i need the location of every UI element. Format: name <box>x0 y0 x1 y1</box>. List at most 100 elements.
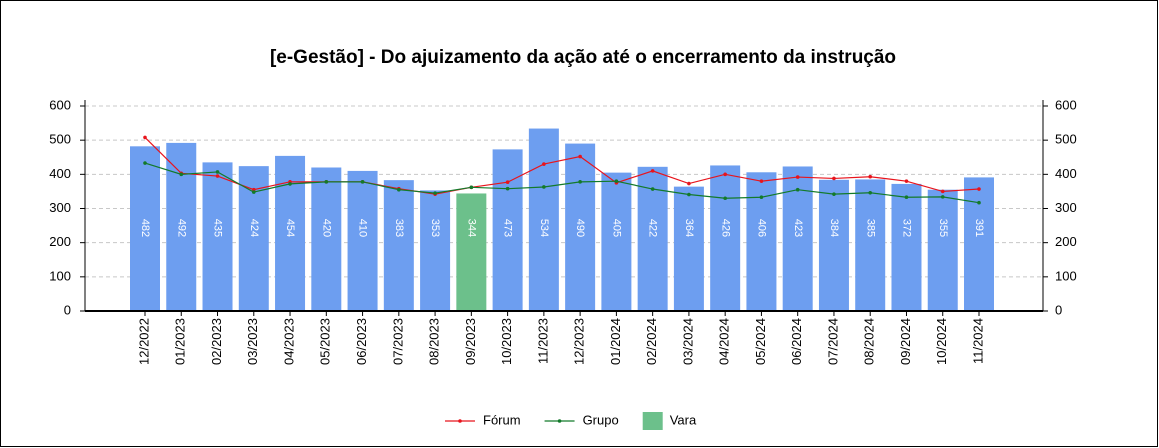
bar <box>383 180 414 311</box>
x-tick-label: 09/2024 <box>898 318 913 365</box>
point <box>687 181 691 186</box>
point <box>542 162 546 166</box>
point <box>940 195 945 199</box>
point <box>977 200 981 205</box>
point <box>578 180 582 184</box>
chart-title: [e-Gestão] - Do ajuizamento da ação até … <box>270 47 896 68</box>
bar <box>456 193 487 311</box>
point <box>143 135 147 140</box>
point <box>687 192 691 197</box>
data-label: 422 <box>647 219 659 237</box>
point <box>759 179 764 183</box>
legend-swatch <box>642 412 663 430</box>
y2-tick-label: 400 <box>1055 166 1077 181</box>
legend-label: Fórum <box>483 412 521 427</box>
bar <box>891 183 922 311</box>
data-label: 384 <box>828 219 840 237</box>
x-tick-label: 01/2023 <box>173 318 188 365</box>
point <box>795 175 800 179</box>
data-label: 353 <box>429 219 441 237</box>
data-label: 385 <box>864 219 876 237</box>
point <box>868 190 873 195</box>
point <box>904 179 909 183</box>
point <box>723 196 727 201</box>
data-label: 435 <box>212 219 224 237</box>
x-tick-label: 10/2024 <box>934 318 949 365</box>
x-tick-label: 09/2023 <box>463 318 478 365</box>
point <box>977 187 981 191</box>
data-label: 410 <box>357 219 369 237</box>
y2-tick-label: 100 <box>1055 268 1077 283</box>
point <box>832 176 836 181</box>
y2-tick-label: 500 <box>1055 132 1077 147</box>
y-tick-label: 200 <box>49 234 71 249</box>
point <box>759 195 764 200</box>
bar <box>818 179 849 311</box>
point <box>505 180 510 184</box>
x-tick-label: 03/2024 <box>680 318 695 365</box>
data-label: 423 <box>792 219 804 237</box>
point <box>288 182 292 186</box>
data-label: 424 <box>248 219 260 237</box>
legend-marker <box>557 419 562 423</box>
point <box>723 172 727 177</box>
x-tick-label: 04/2024 <box>717 318 732 365</box>
data-label: 383 <box>393 219 405 237</box>
point <box>904 195 909 200</box>
point <box>578 154 582 159</box>
data-label: 426 <box>719 219 731 237</box>
data-label: 355 <box>937 219 949 237</box>
x-tick-label: 05/2023 <box>318 318 333 365</box>
data-label: 372 <box>901 219 913 237</box>
y-tick-label: 400 <box>49 166 71 181</box>
data-label: 490 <box>574 219 586 237</box>
data-label: 492 <box>175 219 187 237</box>
point <box>469 185 474 190</box>
point <box>143 161 147 165</box>
point <box>832 192 836 196</box>
point <box>868 174 873 179</box>
point <box>940 189 945 194</box>
point <box>215 170 220 174</box>
data-label: 391 <box>973 219 985 237</box>
y-tick-label: 0 <box>64 302 71 317</box>
x-tick-label: 12/2023 <box>572 318 587 365</box>
data-label: 473 <box>502 219 514 237</box>
x-tick-label: 03/2023 <box>245 318 260 365</box>
x-tick-label: 08/2024 <box>862 318 877 365</box>
point <box>433 191 437 195</box>
bar <box>202 162 233 311</box>
x-tick-label: 07/2023 <box>390 318 405 365</box>
point <box>360 180 365 184</box>
line <box>144 137 980 195</box>
point <box>215 174 220 178</box>
bar <box>565 143 596 311</box>
data-label: 364 <box>683 219 695 237</box>
x-tick-label: 11/2023 <box>535 318 550 364</box>
point <box>251 190 256 194</box>
bar <box>528 128 559 311</box>
point <box>324 180 329 184</box>
y2-tick-label: 200 <box>1055 234 1077 249</box>
legend-label: Grupo <box>583 412 619 427</box>
x-tick-label: 08/2023 <box>427 318 442 365</box>
line <box>144 162 980 204</box>
point <box>795 187 800 192</box>
x-tick-label: 06/2023 <box>354 318 369 365</box>
x-tick-label: 06/2024 <box>789 318 804 365</box>
point <box>542 185 546 189</box>
legend-marker <box>458 419 462 423</box>
bar <box>420 190 451 311</box>
point <box>397 187 401 192</box>
bar <box>601 172 632 311</box>
x-tick-label: 02/2023 <box>209 318 224 365</box>
data-label: 534 <box>538 219 550 237</box>
x-tick-label: 11/2024 <box>970 318 985 364</box>
point <box>650 187 655 191</box>
data-label: 420 <box>320 219 332 237</box>
data-label: 405 <box>610 219 622 237</box>
bar <box>746 172 777 311</box>
x-tick-label: 12/2022 <box>136 318 151 365</box>
x-tick-label: 10/2023 <box>499 318 514 365</box>
